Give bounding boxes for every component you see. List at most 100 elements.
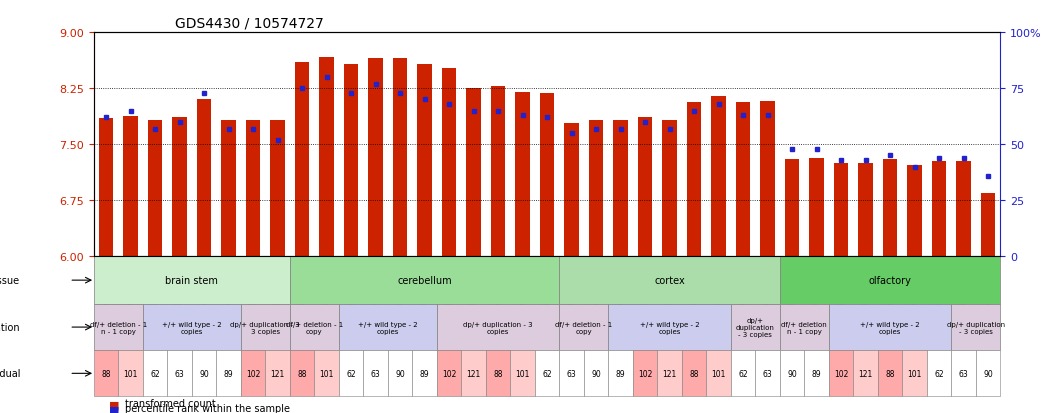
Text: 88: 88 [493,369,503,378]
FancyBboxPatch shape [535,350,560,396]
FancyBboxPatch shape [681,350,706,396]
Text: 90: 90 [787,369,797,378]
FancyBboxPatch shape [779,304,828,350]
Text: 62: 62 [738,369,748,378]
Bar [663,120,677,257]
Text: 63: 63 [763,369,772,378]
Text: 101: 101 [319,369,333,378]
Text: dp/+
duplication
- 3 copies: dp/+ duplication - 3 copies [736,317,775,337]
Text: cerebellum: cerebellum [397,275,452,285]
Text: 101: 101 [712,369,725,378]
Bar [613,120,628,257]
FancyBboxPatch shape [584,350,609,396]
FancyBboxPatch shape [511,350,535,396]
Bar [908,166,922,257]
Text: 63: 63 [567,369,576,378]
FancyBboxPatch shape [926,350,951,396]
FancyBboxPatch shape [241,304,290,350]
Text: GDS4430 / 10574727: GDS4430 / 10574727 [175,17,324,31]
Text: 63: 63 [959,369,968,378]
Text: 101: 101 [908,369,922,378]
Bar [197,100,212,257]
FancyBboxPatch shape [730,350,755,396]
Text: 121: 121 [663,369,676,378]
FancyBboxPatch shape [902,350,926,396]
Bar [295,63,309,257]
FancyBboxPatch shape [388,350,413,396]
FancyBboxPatch shape [951,304,1000,350]
Text: 90: 90 [395,369,405,378]
FancyBboxPatch shape [706,350,730,396]
Bar [736,102,750,257]
Bar [540,94,554,257]
Text: +/+ wild type - 2
copies: +/+ wild type - 2 copies [861,321,920,334]
FancyBboxPatch shape [119,350,143,396]
Bar [761,102,775,257]
Text: 89: 89 [616,369,625,378]
Bar [834,164,848,257]
Text: 90: 90 [591,369,601,378]
FancyBboxPatch shape [828,350,853,396]
Text: 62: 62 [935,369,944,378]
Bar [589,121,603,257]
Bar [859,164,873,257]
Text: 88: 88 [101,369,110,378]
Text: genotype/variation: genotype/variation [0,322,20,332]
FancyBboxPatch shape [143,304,241,350]
Text: tissue: tissue [0,275,20,285]
FancyBboxPatch shape [853,350,877,396]
Text: dp/+ duplication - 3
3 copies: dp/+ duplication - 3 3 copies [230,321,300,334]
Bar [221,120,235,257]
Text: 88: 88 [690,369,699,378]
Text: olfactory: olfactory [869,275,912,285]
Text: df/+ deletion
n - 1 copy: df/+ deletion n - 1 copy [782,321,827,334]
Bar [270,120,284,257]
Text: 121: 121 [859,369,873,378]
FancyBboxPatch shape [730,304,779,350]
FancyBboxPatch shape [877,350,902,396]
Bar [981,193,995,257]
FancyBboxPatch shape [609,350,632,396]
FancyBboxPatch shape [94,350,119,396]
Text: cortex: cortex [654,275,685,285]
Text: 121: 121 [271,369,284,378]
FancyBboxPatch shape [560,304,609,350]
Text: 102: 102 [442,369,456,378]
FancyBboxPatch shape [94,257,290,304]
Text: 63: 63 [175,369,184,378]
FancyBboxPatch shape [560,257,779,304]
Text: 102: 102 [638,369,652,378]
Bar [368,59,382,257]
FancyBboxPatch shape [217,350,241,396]
Bar [638,117,652,257]
FancyBboxPatch shape [437,350,462,396]
FancyBboxPatch shape [609,304,730,350]
FancyBboxPatch shape [437,304,560,350]
FancyBboxPatch shape [951,350,975,396]
Bar [148,120,163,257]
FancyBboxPatch shape [462,350,486,396]
Bar [515,93,530,257]
FancyBboxPatch shape [804,350,828,396]
Text: dp/+ duplication - 3
copies: dp/+ duplication - 3 copies [464,321,532,334]
Bar [957,161,971,257]
Bar [712,96,726,257]
FancyBboxPatch shape [339,350,364,396]
Bar [785,160,799,257]
FancyBboxPatch shape [290,257,560,304]
Text: percentile rank within the sample: percentile rank within the sample [125,403,290,413]
Text: 62: 62 [150,369,159,378]
FancyBboxPatch shape [755,350,779,396]
Text: 89: 89 [420,369,429,378]
FancyBboxPatch shape [560,350,584,396]
Text: df/+ deletion - 1
copy: df/+ deletion - 1 copy [555,321,613,334]
FancyBboxPatch shape [143,350,168,396]
Text: df/+ deletion - 1
n - 1 copy: df/+ deletion - 1 n - 1 copy [90,321,147,334]
FancyBboxPatch shape [192,350,217,396]
Text: 90: 90 [199,369,208,378]
FancyBboxPatch shape [975,350,1000,396]
FancyBboxPatch shape [315,350,339,396]
Text: ■: ■ [109,405,120,413]
Text: 88: 88 [297,369,306,378]
FancyBboxPatch shape [290,304,339,350]
